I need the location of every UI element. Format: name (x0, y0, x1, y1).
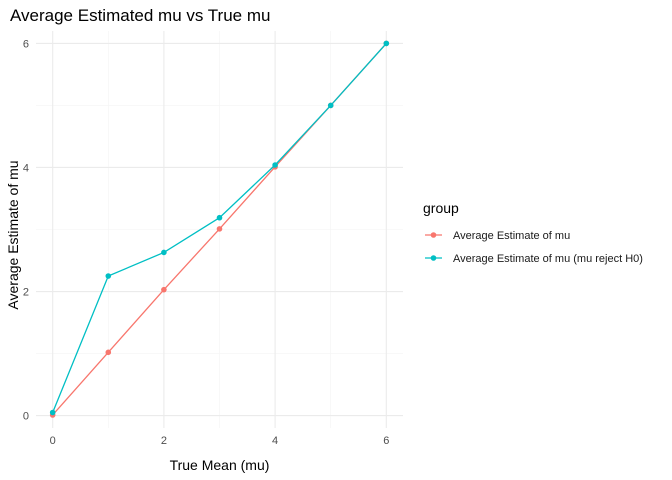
y-tick-label: 0 (23, 411, 29, 423)
chart-title: Average Estimated mu vs True mu (10, 6, 270, 25)
tick-labels: 0 2 4 6 0 2 4 6 (23, 38, 390, 447)
legend-label: Average Estimate of mu (453, 230, 570, 242)
legend: group Average Estimate of mu Average Esti… (423, 200, 643, 265)
legend-title: group (423, 200, 459, 216)
x-tick-label: 6 (383, 435, 389, 447)
y-tick-label: 6 (23, 38, 29, 50)
y-tick-label: 2 (23, 287, 29, 299)
series-layer (49, 40, 390, 418)
legend-item: Average Estimate of mu (mu reject H0) (425, 253, 643, 265)
x-tick-label: 4 (272, 435, 278, 447)
data-point (216, 214, 223, 221)
data-point (383, 40, 390, 47)
data-point (161, 286, 167, 293)
data-point (49, 409, 56, 416)
data-point (161, 249, 167, 256)
y-tick-label: 4 (23, 162, 29, 174)
data-point (105, 349, 112, 356)
legend-key-point (430, 232, 437, 238)
x-tick-label: 2 (161, 435, 167, 447)
grid (36, 31, 403, 428)
series-2 (49, 40, 390, 416)
x-tick-label: 0 (50, 435, 56, 447)
legend-item: Average Estimate of mu (425, 230, 570, 242)
data-point (216, 226, 223, 232)
data-point (272, 162, 278, 168)
y-axis-title: Average Estimate of mu (5, 160, 21, 309)
data-point (105, 273, 112, 279)
x-axis-title: True Mean (mu) (170, 457, 270, 473)
legend-key-point (430, 255, 437, 261)
legend-label: Average Estimate of mu (mu reject H0) (453, 253, 643, 265)
data-point (327, 102, 334, 109)
